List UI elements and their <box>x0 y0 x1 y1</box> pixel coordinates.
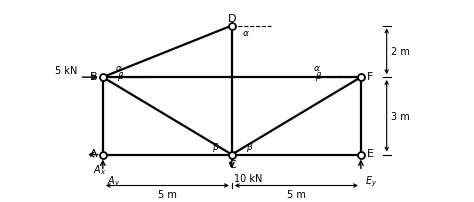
Text: F: F <box>366 72 373 81</box>
Text: C: C <box>228 160 236 169</box>
Text: 3 m: 3 m <box>391 111 410 121</box>
Text: $A_y$: $A_y$ <box>107 173 120 188</box>
Text: β: β <box>246 143 252 152</box>
Text: B: B <box>90 72 97 81</box>
Text: β: β <box>117 71 122 80</box>
Text: 5 m: 5 m <box>287 189 306 199</box>
Text: E: E <box>366 148 374 158</box>
Text: α: α <box>116 63 122 73</box>
Text: 5 kN: 5 kN <box>55 66 77 76</box>
Text: 10 kN: 10 kN <box>234 173 262 183</box>
Text: α: α <box>314 63 320 73</box>
Text: β: β <box>212 143 218 152</box>
Text: A: A <box>90 148 97 158</box>
Text: 5 m: 5 m <box>158 189 177 199</box>
Text: α: α <box>243 29 249 38</box>
Text: D: D <box>228 14 236 24</box>
Text: 2 m: 2 m <box>391 47 410 57</box>
Text: β: β <box>315 71 321 80</box>
Text: $E_y$: $E_y$ <box>365 173 377 188</box>
Text: $A_x$: $A_x$ <box>93 162 106 176</box>
